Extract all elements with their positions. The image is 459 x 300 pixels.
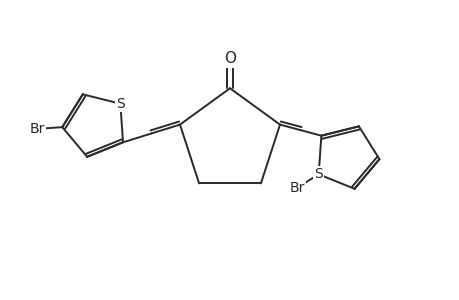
Text: O: O — [224, 51, 235, 66]
Text: S: S — [313, 167, 322, 181]
Text: S: S — [116, 97, 124, 111]
Text: Br: Br — [289, 181, 304, 195]
Text: Br: Br — [29, 122, 45, 136]
